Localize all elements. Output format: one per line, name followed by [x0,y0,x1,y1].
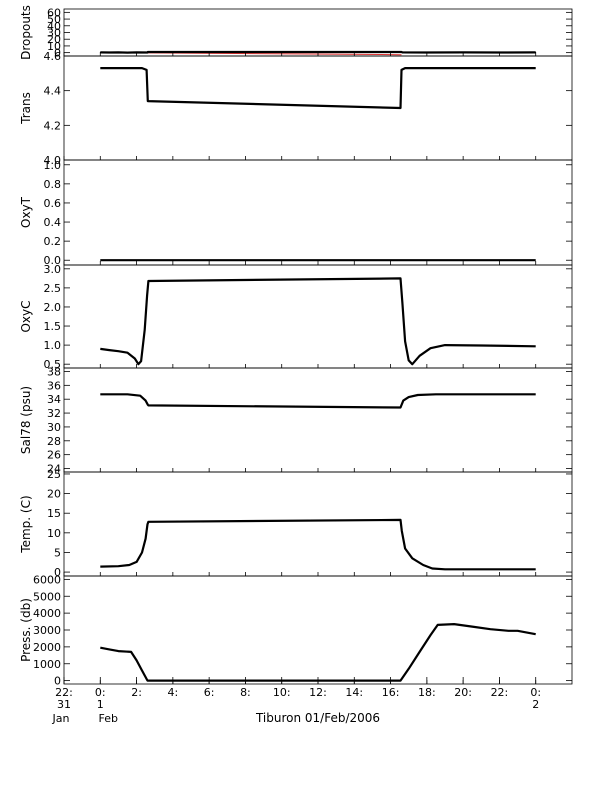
y-tick-label: 0.5 [44,358,62,371]
y-tick-label: 30 [47,421,61,434]
x-tick-label: 14: [345,686,363,699]
x-date-day: 31 [57,698,71,711]
y-axis-label: OxyT [19,196,33,228]
y-tick-label: 50 [47,13,61,26]
y-tick-label: 20 [47,33,61,46]
x-date-month: Feb [99,712,118,725]
y-tick-label: 5 [54,546,61,559]
x-date-day: 2 [532,698,539,711]
y-tick-label: 2.0 [44,301,62,314]
x-date-day: 1 [97,698,104,711]
y-tick-label: 36 [47,379,61,392]
y-tick-label: 30 [47,27,61,40]
panel-oxyt: 0.0 0.2 0.4 0.6 0.8 1.0 OxyT [19,159,573,267]
y-tick-label: 0.8 [44,178,62,191]
chart-title: Tiburon 01/Feb/2006 [255,711,380,725]
y-tick-label: 2000 [33,641,61,654]
y-tick-label: 1000 [33,658,61,671]
x-tick-label: 8: [240,686,251,699]
y-tick-label: 10 [47,40,61,53]
x-tick-label: 6: [204,686,215,699]
y-tick-label: 25 [47,468,61,481]
x-tick-label: 2: [131,686,142,699]
y-tick-label: 26 [47,449,61,462]
y-tick-label: 0.6 [44,197,62,210]
data-series-line [100,518,536,571]
y-tick-label: 3000 [33,624,61,637]
panel-frame [63,471,573,577]
y-tick-label: 38 [47,365,61,378]
x-axis: 22: 0: 2: 4: 6: 8: 10: 12: 14: 16: 18: 20: 22: 0: 31Ja… [52,677,541,725]
y-tick-label: 0 [54,675,61,688]
x-tick-label: 20: [454,686,472,699]
y-tick-label: 40 [47,20,61,33]
x-date-month: Jan [52,712,70,725]
data-series-line [100,277,536,366]
panels-layer: 0102030405060Dropouts4.04.24.44.6Trans0.… [19,5,573,688]
y-tick-label: 0 [54,47,61,60]
y-tick-label: 15 [47,507,61,520]
x-tick-label: 10: [273,686,291,699]
panel-frame [63,264,573,369]
x-tick-label: 18: [418,686,436,699]
y-axis-label: Press. (db) [19,598,33,662]
y-tick-label: 32 [47,407,61,420]
y-axis-label: Sal78 (psu) [19,386,33,454]
panel-frame [63,8,573,57]
panel-trans: 4.0 4.2 4.4 4.6 Trans [19,50,573,167]
y-tick-label: 0.4 [44,216,62,229]
y-tick-label: 5000 [33,590,61,603]
x-tick-label: 16: [382,686,400,699]
y-tick-label: 1.0 [44,339,62,352]
x-tick-label: 4: [167,686,178,699]
panel-frame [63,159,573,266]
y-tick-label: 10 [47,527,61,540]
y-tick-label: 24 [47,463,61,476]
y-tick-label: 3.0 [44,263,62,276]
y-tick-label: 1.5 [44,320,62,333]
y-axis-label: OxyC [19,300,33,332]
y-tick-label: 4.2 [44,119,62,132]
y-tick-label: 60 [47,6,61,19]
y-axis-label: Temp. (C) [19,495,33,553]
y-axis-label: Trans [19,92,33,125]
y-tick-label: 4.4 [44,85,62,98]
y-tick-label: 0.2 [44,235,62,248]
y-tick-label: 4000 [33,607,61,620]
data-series-line [100,622,536,682]
y-tick-label: 4.6 [44,50,62,63]
panel-temp: 0 5 10 15 20 25 Temp. (C) [19,468,573,579]
y-tick-label: 0.0 [44,254,62,267]
panel-frame [63,55,573,161]
y-tick-label: 1.0 [44,159,62,172]
panel-oxyc: 0.5 1.0 1.5 2.0 2.5 3.0 OxyC [19,263,573,371]
x-tick-label: 22: [55,686,73,699]
data-series-line [100,393,536,409]
x-tick-label: 22: [491,686,509,699]
x-tick-label: 12: [309,686,327,699]
data-series-line [100,66,536,110]
y-tick-label: 34 [47,393,61,406]
y-tick-label: 20 [47,488,61,501]
panel-frame [63,367,573,473]
y-axis-label: Dropouts [19,5,33,60]
y-tick-label: 28 [47,435,61,448]
y-tick-label: 4.0 [44,154,62,167]
x-tick-label: 0: [530,686,541,699]
y-tick-label: 2.5 [44,282,62,295]
x-tick-label: 0: [95,686,106,699]
y-tick-label: 0 [54,566,61,579]
y-tick-label: 6000 [33,573,61,586]
